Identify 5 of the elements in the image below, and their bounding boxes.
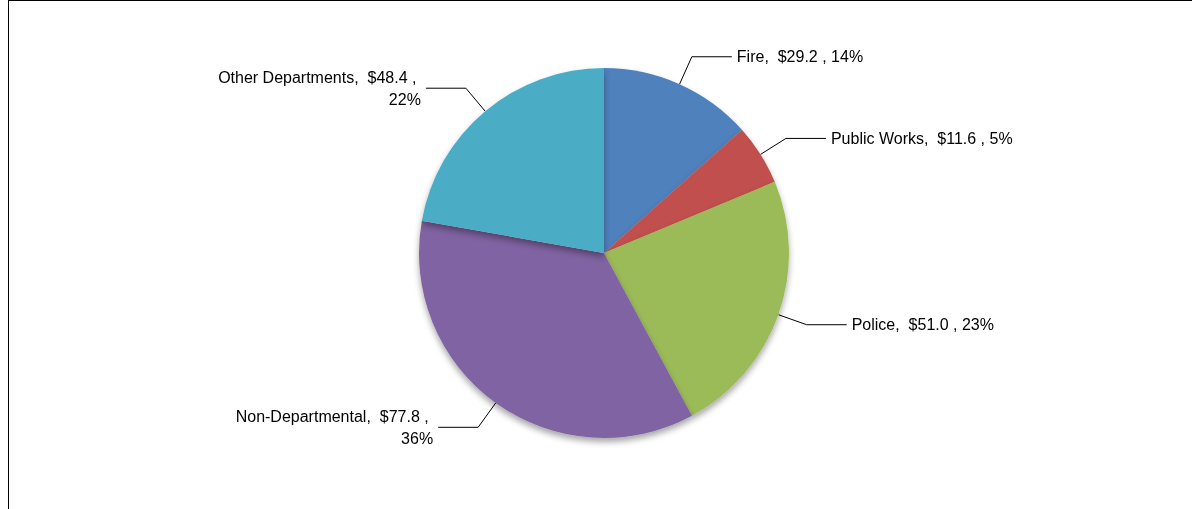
slice-label: Police, $51.0 , 23% — [851, 316, 994, 334]
slice-label: Fire, $29.2 , 14% — [736, 48, 864, 66]
slice-label: Public Works, $11.6 , 5% — [830, 129, 1013, 147]
slice-label: Non-Departmental, $77.8 , 36% — [235, 407, 434, 447]
slice-label: Other Departments, $48.4 , 22% — [218, 68, 421, 108]
